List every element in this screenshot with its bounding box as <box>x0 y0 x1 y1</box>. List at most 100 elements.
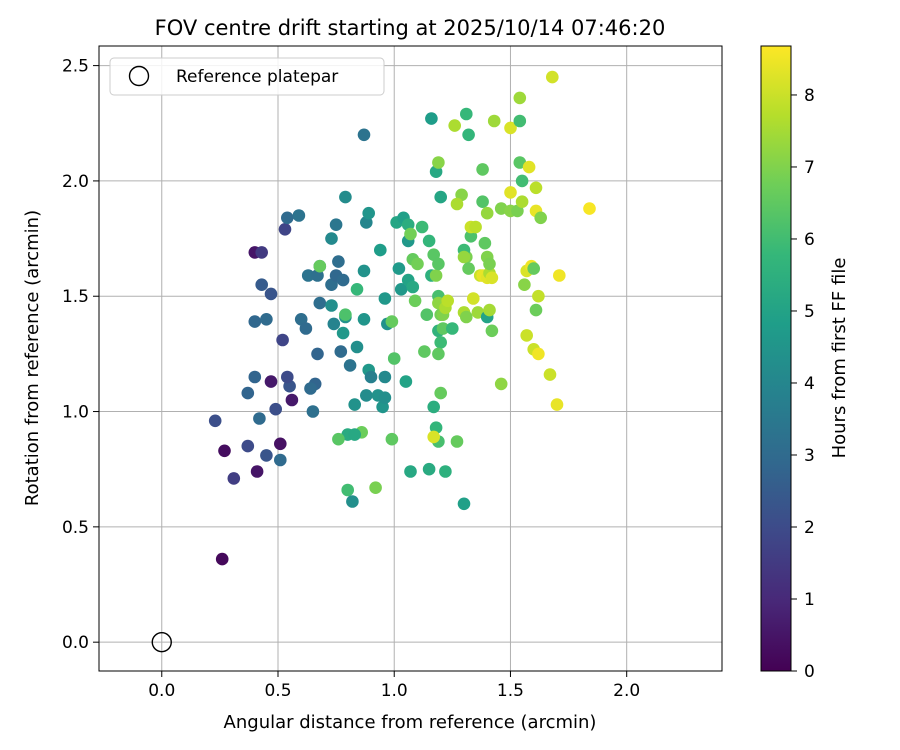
data-point <box>520 329 533 342</box>
data-point <box>457 250 471 264</box>
colorbar-tick-label: 3 <box>804 446 815 466</box>
data-point <box>269 402 283 416</box>
data-point <box>432 347 445 361</box>
data-point <box>378 370 392 384</box>
data-point <box>513 91 527 105</box>
colorbar-tick-label: 0 <box>804 662 815 682</box>
grid <box>99 46 722 671</box>
data-point <box>464 230 478 243</box>
data-points <box>208 70 596 566</box>
data-point <box>406 280 420 294</box>
plot-frame <box>98 45 723 672</box>
reference-platepar-marker <box>151 631 172 653</box>
data-point <box>357 128 371 142</box>
y-tick-label: 0.5 <box>62 518 89 538</box>
data-point <box>460 107 473 121</box>
data-point <box>462 262 475 275</box>
data-point <box>241 439 255 453</box>
data-point <box>411 257 424 271</box>
data-point <box>550 398 564 411</box>
colorbar <box>761 46 791 671</box>
data-point <box>339 190 352 204</box>
data-point <box>441 294 455 308</box>
data-point <box>276 333 289 347</box>
y-tick-label: 2.5 <box>62 57 89 77</box>
colorbar-frame <box>760 45 792 672</box>
data-point <box>439 465 452 478</box>
data-point <box>306 405 320 418</box>
data-point <box>522 160 536 174</box>
legend-label-reference: Reference platepar <box>176 67 338 87</box>
data-point <box>248 315 262 328</box>
data-point <box>583 202 596 215</box>
data-point <box>378 391 392 405</box>
data-point <box>504 186 517 199</box>
data-point <box>429 269 443 282</box>
data-point <box>415 220 429 234</box>
chart-title: FOV centre drift starting at 2025/10/14 … <box>155 16 666 40</box>
data-point <box>357 264 371 278</box>
colorbar-label: Hours from first FF file <box>829 258 850 459</box>
data-point <box>532 347 545 361</box>
colorbar-tick-label: 7 <box>804 158 815 178</box>
data-point <box>241 386 255 400</box>
data-point <box>227 472 241 485</box>
data-point <box>385 432 399 446</box>
data-point <box>553 269 566 282</box>
y-tick-label: 0.0 <box>62 633 89 653</box>
data-point <box>208 414 222 428</box>
data-point <box>339 308 352 322</box>
reference-layer <box>151 631 172 653</box>
data-point <box>343 359 357 372</box>
legend-marker-reference <box>128 65 150 87</box>
legend: Reference platepar <box>109 57 385 96</box>
data-point <box>394 283 408 296</box>
data-point <box>348 398 362 411</box>
colorbar-ticks: 0 1 2 3 4 5 6 7 8 <box>791 86 815 682</box>
data-point <box>529 181 543 195</box>
data-point <box>420 308 434 322</box>
x-tick-label: 0.0 <box>148 681 175 701</box>
data-point <box>513 114 527 128</box>
data-point <box>264 375 278 388</box>
y-tick-label: 1.0 <box>62 403 89 423</box>
x-tick-label: 1.5 <box>497 681 524 701</box>
data-point <box>304 382 317 395</box>
data-point <box>332 432 345 446</box>
data-point <box>350 283 364 296</box>
data-point <box>532 289 545 303</box>
data-point <box>325 299 338 312</box>
x-tick-label: 1.0 <box>381 681 408 701</box>
data-point <box>418 345 431 358</box>
data-point <box>476 163 489 176</box>
data-point <box>450 435 464 448</box>
data-point <box>515 174 529 188</box>
data-point <box>546 70 559 84</box>
data-point <box>432 156 445 169</box>
y-axis-ticks: 0.0 0.5 1.0 1.5 2.0 2.5 <box>62 57 99 653</box>
data-point <box>518 278 531 292</box>
colorbar-tick-label: 8 <box>804 86 815 106</box>
data-point <box>392 262 406 275</box>
data-point <box>292 209 306 222</box>
data-point <box>513 156 527 169</box>
data-point <box>357 313 371 326</box>
data-point <box>457 497 471 511</box>
data-point <box>341 483 355 497</box>
data-point <box>427 430 441 444</box>
data-point <box>215 552 229 566</box>
data-point <box>364 370 378 384</box>
data-point <box>425 112 438 125</box>
data-point <box>325 232 338 245</box>
data-point <box>274 437 287 451</box>
colorbar-tick-label: 1 <box>804 590 815 610</box>
data-point <box>278 223 292 236</box>
data-point <box>362 206 376 220</box>
x-tick-label: 0.5 <box>264 681 291 701</box>
data-point <box>369 481 382 495</box>
data-point <box>478 236 492 250</box>
data-point <box>504 121 517 135</box>
data-point <box>385 315 399 328</box>
data-point <box>332 255 345 268</box>
data-point <box>299 322 313 335</box>
